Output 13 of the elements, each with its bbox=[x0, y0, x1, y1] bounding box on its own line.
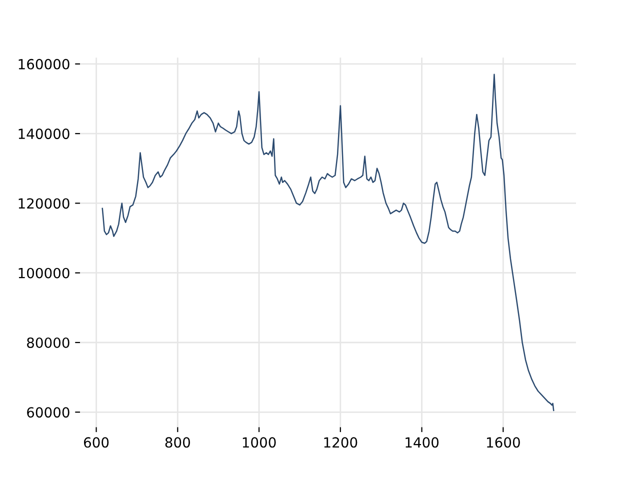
y-tick-label: 100000 bbox=[18, 268, 70, 278]
y-tick-label: 160000 bbox=[18, 58, 70, 70]
y-tick-label: 140000 bbox=[18, 128, 70, 140]
y-tick-label: 60000 bbox=[27, 407, 70, 418]
x-tick-label: 600 bbox=[84, 437, 109, 448]
x-tick-label: 1000 bbox=[242, 437, 276, 448]
x-tick-label: 1400 bbox=[406, 437, 439, 448]
x-tick-label: 1200 bbox=[324, 437, 358, 448]
x-tick-label: 800 bbox=[165, 437, 190, 448]
y-tick-label: 120000 bbox=[18, 198, 70, 209]
y-tick-label: 80000 bbox=[27, 337, 70, 348]
x-tick-label: 1600 bbox=[487, 437, 520, 448]
line-series bbox=[102, 74, 554, 412]
